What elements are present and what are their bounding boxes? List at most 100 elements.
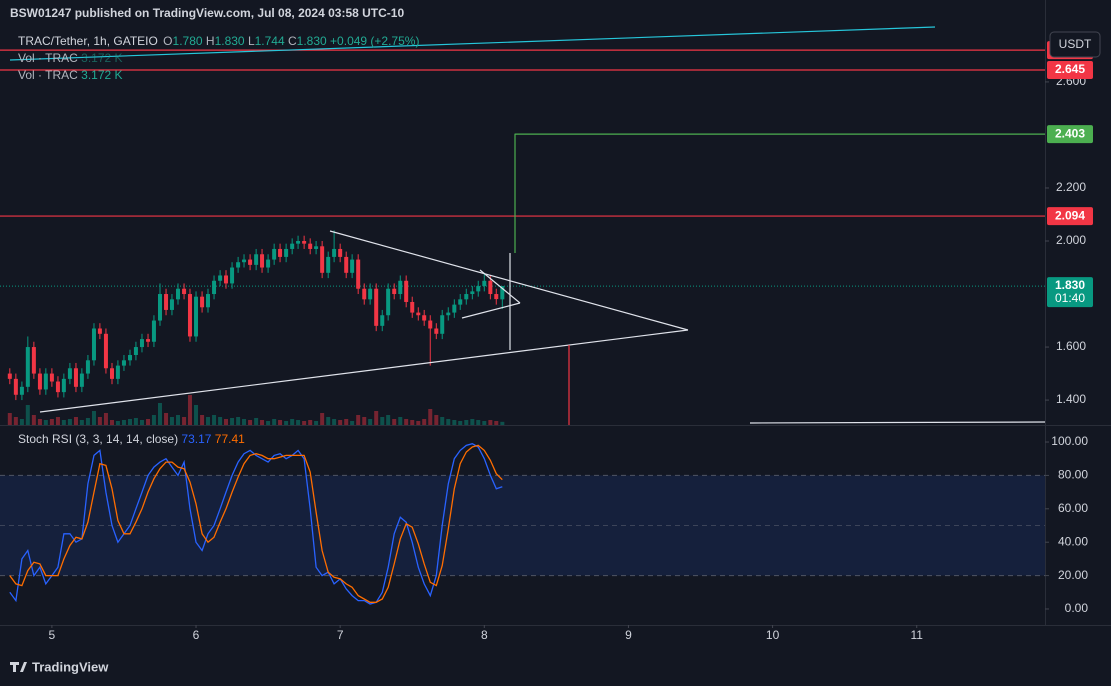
candle-body [236,262,241,268]
back-layer [0,49,1045,577]
candle-body [146,339,151,342]
candle-body [73,368,78,387]
volume-bar [7,413,12,425]
volume-bar [404,419,409,425]
candle-body [103,333,108,369]
volume-bar [362,417,367,425]
candle-body [494,294,499,300]
candle-body [37,373,42,390]
volume-bar [386,415,391,425]
candle-body [128,355,133,361]
brand[interactable]: TradingView [32,659,109,674]
ohlc-value: 1.830 [297,34,327,48]
candle-body [121,360,126,366]
candle-body [356,259,361,289]
front-layer: 5678910111.4001.6002.0002.2002.6002.722.… [49,41,1093,642]
candle-body [338,248,343,257]
x-tick-label: 7 [337,628,344,642]
volume-bar [260,420,265,425]
currency-box[interactable] [1049,31,1101,58]
y-tick-label: 2.200 [1056,180,1086,194]
y-tick-label: 60.00 [1058,501,1088,515]
currency-button[interactable]: USDT [1049,31,1101,58]
candle-body [416,312,421,316]
currency[interactable]: USDT [1059,37,1092,51]
candle-body [55,381,60,393]
volume-name: Vol · TRAC [18,51,78,65]
volume-bar [236,417,241,425]
volume-bar [428,409,433,425]
candle-body [79,373,84,387]
volume-legend: Vol · TRAC 3.172 K [18,51,123,65]
candle-body [332,248,337,257]
volume-bar [440,417,445,425]
volume-bar [284,421,289,425]
volume-bar [128,419,133,425]
y-tick-label: 100.00 [1051,434,1088,448]
candle-body [43,373,48,390]
candle-body [476,286,481,292]
y-tick-label: 40.00 [1058,534,1088,548]
candle-body [350,259,355,273]
volume-bar [464,420,469,425]
stoch-band [0,475,1045,576]
candle-body [67,368,72,379]
volume-bar [103,413,108,425]
x-tick-label: 9 [625,628,632,642]
marks-layer [7,230,505,605]
candle-body [374,288,379,326]
candle-body [272,248,277,260]
candle-body [97,328,102,334]
candle-body [49,373,54,382]
volume-bar [200,415,205,425]
volume-bar [338,420,343,425]
volume-bar [133,418,138,425]
candle-body [296,241,301,244]
candle-body [7,373,12,379]
volume-bar [254,418,259,425]
volume-bar [482,421,487,425]
trendline [479,269,521,304]
volume-bar [344,419,349,425]
candle-body [500,286,505,300]
x-tick-label: 5 [49,628,56,642]
candle-body [31,347,36,374]
volume-bar [25,405,30,425]
volume-bar [230,418,235,425]
volume-bar [97,417,102,425]
indicator-name: Stoch RSI (3, 3, 14, 14, close) [18,432,178,446]
volume-bar [458,421,463,425]
volume-bar [212,415,217,425]
ohlc-name: C [288,34,297,48]
volume-bar [242,419,247,425]
volume-bar [109,420,114,425]
candle-body [458,299,463,305]
candle-body [488,280,493,295]
candle-body [464,294,469,300]
volume-bar [332,419,337,425]
volume-bar [55,417,60,425]
candle-body [326,256,331,273]
volume-bar [146,419,151,425]
volume-bar [187,395,192,425]
x-tick-label: 10 [766,628,780,642]
candle-body [19,386,24,395]
volume-bar [494,421,499,425]
brand-logo[interactable]: TradingView [10,659,109,674]
volume-bar [320,413,325,425]
y-tick-label: 0.00 [1065,601,1089,615]
volume-bar [446,419,451,425]
logo-icon[interactable] [10,662,27,672]
volume-bar [326,417,331,425]
trendline [39,329,689,413]
candle-body [398,280,403,295]
candle-body [205,294,210,308]
level-label: 2.094 [1055,208,1085,222]
candle-body [115,365,120,379]
candle-body [176,288,181,300]
candle-body [212,280,217,295]
volume-bar [368,419,373,425]
bar-countdown: 01:40 [1055,291,1085,305]
